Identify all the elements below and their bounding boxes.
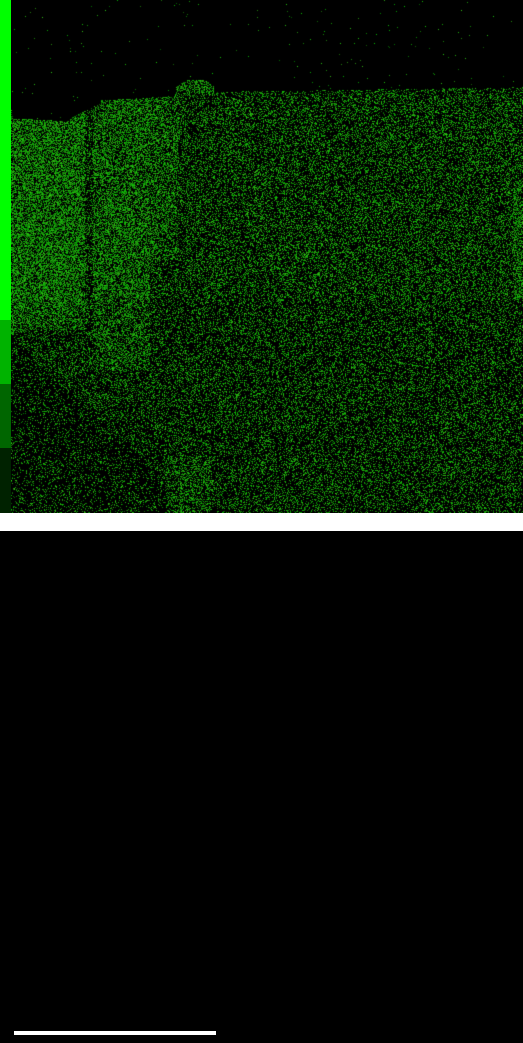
colorbar-segment-mid [0,320,11,384]
scale-bar [13,1030,217,1036]
element-label: O K [498,1027,519,1043]
colorbar-segment-low [0,384,11,448]
footer-bar: 2.0 µm O K [0,513,523,531]
colorbar-segment-min [0,448,11,513]
scale-label: 2.0 µm [223,1026,269,1042]
element-map-image [0,0,523,513]
intensity-colorbar [0,0,11,513]
colorbar-segment-high [0,0,11,320]
